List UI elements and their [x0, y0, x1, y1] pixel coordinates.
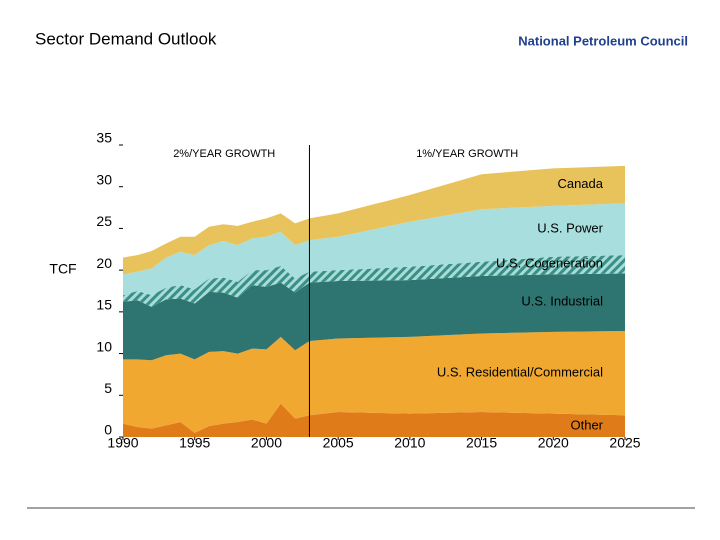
- annotation: 2%/YEAR GROWTH: [173, 148, 275, 160]
- x-tick-label: 2025: [609, 435, 640, 451]
- y-tick-label: 20: [96, 255, 112, 271]
- series-label: U.S. Cogeneration: [496, 256, 603, 271]
- area: [123, 255, 625, 307]
- y-tick-label: 25: [96, 213, 112, 229]
- annotation: 1%/YEAR GROWTH: [416, 148, 518, 160]
- x-tick-label: 2005: [323, 435, 354, 451]
- x-tick-label: 1990: [107, 435, 138, 451]
- x-tick-label: 2020: [538, 435, 569, 451]
- y-tick-label: 0: [104, 422, 112, 438]
- y-axis-label: TCF: [49, 261, 76, 277]
- y-tick-label: 10: [96, 338, 112, 354]
- y-tick-label: 35: [96, 130, 112, 146]
- y-tick-label: 30: [96, 171, 112, 187]
- series-label: Other: [570, 418, 603, 433]
- x-tick-label: 2015: [466, 435, 497, 451]
- series-label: U.S. Industrial: [521, 294, 603, 309]
- x-tick-label: 2010: [394, 435, 425, 451]
- plot: Other U.S. Residential/Commercial U.S. Ind…: [96, 130, 640, 451]
- org-name: National Petroleum Council: [518, 33, 688, 48]
- series-label: U.S. Power: [537, 221, 603, 236]
- x-tick-label: 1995: [179, 435, 210, 451]
- area: [123, 331, 625, 433]
- y-tick-label: 15: [96, 297, 112, 313]
- area: [123, 165, 625, 275]
- page-title: Sector Demand Outlook: [35, 29, 217, 48]
- x-tick-label: 2000: [251, 435, 282, 451]
- y-tick-label: 5: [104, 380, 112, 396]
- area: [123, 403, 625, 437]
- area: [123, 203, 625, 296]
- series-label: Canada: [557, 176, 603, 191]
- series-label: U.S. Residential/Commercial: [437, 365, 603, 380]
- area: [123, 273, 625, 361]
